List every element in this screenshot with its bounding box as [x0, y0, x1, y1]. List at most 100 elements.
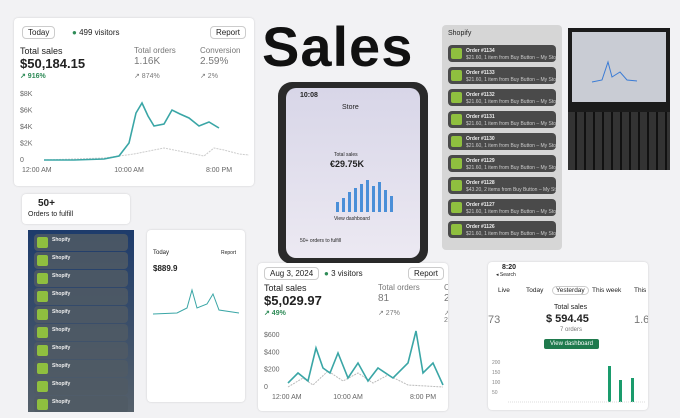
order-title: Order #1129	[466, 158, 495, 164]
y-tick-label: $6K	[20, 108, 33, 115]
app-name: Shopify	[52, 345, 71, 351]
order-detail: $21.60, 1 item from Buy Button – My Stor…	[466, 121, 556, 127]
stack-notification: Shopify	[34, 378, 128, 395]
order-detail: $43.20, 2 items from Buy Button – My Sto…	[466, 187, 556, 193]
y-tick-label: $200	[264, 367, 280, 374]
small-chart	[152, 288, 240, 315]
small-screen: Today Report $889.9	[147, 230, 245, 402]
stack-notification: Shopify	[34, 396, 128, 412]
y-tick-label: 200	[492, 360, 501, 366]
notification: Order #1131 $21.60, 1 item from Buy Butto…	[448, 111, 556, 128]
fulfill[interactable]: 50+ orders to fulfill	[300, 238, 341, 244]
metric-value: $5,029.97	[264, 293, 322, 308]
tab[interactable]: Today	[526, 287, 544, 294]
line-chart: $8K $6K $4K $2K 0 12:00 AM 10:00 AM 8:00 PM	[20, 91, 250, 174]
app-icon	[37, 309, 48, 320]
metric-change: ↗ 916%	[20, 73, 46, 80]
period: Today	[153, 250, 170, 256]
notification: Order #1126 $21.60, 1 item from Buy Butto…	[448, 221, 556, 238]
view-dashboard[interactable]: View dashboard	[334, 216, 370, 222]
laptop-screen	[572, 32, 666, 102]
stack-notification: Shopify	[34, 360, 128, 377]
order-title: Order #1134	[466, 48, 495, 54]
fulfill-card[interactable]: 50+ Orders to fulfill	[22, 194, 130, 224]
visitors: ● 499 visitors	[72, 28, 120, 37]
app-icon	[451, 202, 462, 213]
report[interactable]: Report	[221, 250, 237, 256]
metric-label: Total sales	[20, 46, 63, 56]
app-icon	[37, 381, 48, 392]
report-button[interactable]: Report	[209, 26, 246, 39]
report-button[interactable]: Report	[408, 267, 445, 280]
phone: 10:08 Store Total sales €29.75K View das…	[278, 82, 428, 264]
period-select[interactable]: Today	[22, 26, 56, 39]
order-title: Order #1131	[466, 114, 495, 120]
y-axis: $600 $400 $200 0	[264, 332, 280, 391]
total: $ 594.45	[546, 313, 589, 325]
total: €29.75K	[330, 159, 365, 169]
metric-change: ↗ 2%	[200, 73, 218, 80]
metric-value: $50,184.15	[20, 56, 86, 71]
app-icon	[37, 291, 48, 302]
order-title: Order #1126	[466, 224, 495, 230]
stack-notification: Shopify	[34, 342, 128, 359]
visitors: ● 3 visitors	[324, 269, 363, 278]
app-icon	[451, 136, 462, 147]
app-icon	[37, 327, 48, 338]
notification: Order #1129 $21.60, 1 item from Buy Butto…	[448, 155, 556, 172]
app-icon	[451, 92, 462, 103]
time: 10:08	[300, 92, 318, 99]
bars	[608, 366, 634, 402]
app-icon	[451, 180, 462, 191]
notification-panel: Shopify Order #1134 $21.60, 1 item from B…	[442, 25, 562, 250]
total-label: Total sales	[334, 152, 358, 158]
metric-value: 2.88%	[444, 293, 448, 304]
stack-notification: Shopify	[34, 306, 128, 323]
fulfill-count: 50+	[38, 198, 55, 209]
tab[interactable]: This	[634, 287, 647, 294]
app-name: Shopify	[52, 255, 71, 261]
notification: Order #1132 $21.60, 1 item from Buy Butto…	[448, 89, 556, 106]
y-axis: $8K $6K $4K $2K 0	[20, 91, 33, 164]
notification: Order #1133 $21.60, 1 item from Buy Butto…	[448, 67, 556, 84]
back[interactable]: ◂ Search	[496, 272, 516, 278]
phone-screen: 10:08 Store Total sales €29.75K View das…	[286, 88, 420, 258]
app-icon	[37, 273, 48, 284]
order-detail: $21.60, 1 item from Buy Button – My Stor…	[466, 143, 556, 149]
tab[interactable]: Live	[498, 287, 510, 294]
y-tick-label: $400	[264, 349, 280, 356]
order-detail: $21.60, 1 item from Buy Button – My Stor…	[466, 55, 556, 61]
metric-label: Conversion	[200, 46, 241, 55]
app-icon	[37, 255, 48, 266]
x-axis: 12:00 AM 10:00 AM 8:00 PM	[22, 167, 232, 174]
view-dashboard[interactable]: View dashboard	[544, 339, 599, 349]
screen-chart	[591, 60, 638, 83]
app-name: Shopify	[52, 237, 71, 243]
metric-label: Total sales	[264, 283, 307, 293]
period-select[interactable]: Aug 3, 2024	[264, 267, 320, 280]
sales-line	[44, 101, 220, 161]
tab[interactable]: Yesterday	[552, 286, 589, 295]
app-name: Shopify	[52, 291, 71, 297]
notification-stack: Shopify Shopify Shopify Shopify Shopify Shopi…	[28, 230, 134, 412]
app-name: Shopify	[52, 381, 71, 387]
time: 8:20	[502, 264, 517, 271]
metric-value: 81	[378, 293, 390, 304]
x-tick-label: 10:00 AM	[333, 394, 363, 401]
tab[interactable]: This week	[592, 287, 622, 294]
right-value: 1.6	[634, 314, 648, 326]
x-tick-label: 8:00 PM	[206, 167, 232, 174]
metric-change: ↗ 24%	[444, 310, 448, 324]
order-title: Order #1127	[466, 202, 495, 208]
fulfill-label: Orders to fulfill	[28, 211, 74, 218]
y-tick-label: 50	[492, 390, 498, 396]
y-tick-label: $2K	[20, 141, 33, 148]
bar-chart	[336, 180, 393, 212]
phone-screen-2: 8:20 ◂ Search Live Today Yesterday This wee…	[488, 262, 648, 410]
x-tick-label: 8:00 PM	[410, 394, 436, 401]
metric-value: 1.16K	[134, 56, 161, 67]
app-icon	[451, 70, 462, 81]
app-icon	[37, 237, 48, 248]
app-icon	[37, 399, 48, 410]
